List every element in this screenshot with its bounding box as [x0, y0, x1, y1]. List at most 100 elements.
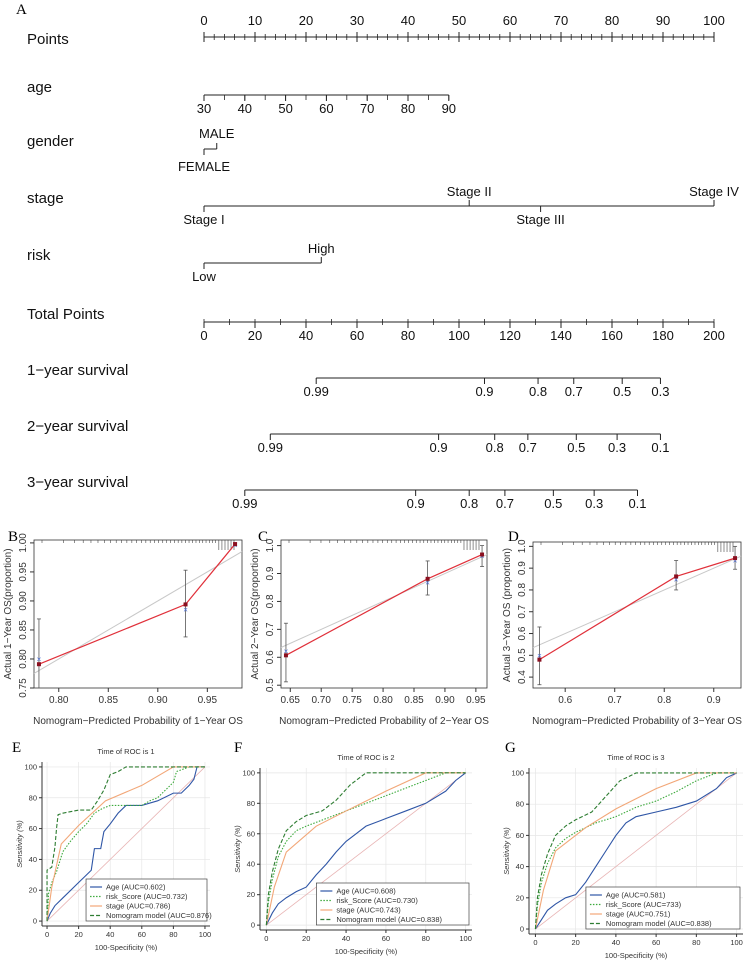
x-tick-label: 0.65: [281, 695, 301, 706]
roc-title: Time of ROC is 1: [97, 747, 154, 756]
tick-label: 50: [278, 101, 292, 116]
x-tick-label: 0.90: [435, 695, 455, 706]
x-tick-label: 20: [74, 930, 82, 939]
bias-corrected-point: ×: [37, 655, 42, 664]
calibration-plots: 0.80 0.85 0.90 0.95 0.75 0.80 0.85 0.90 0.95 1.00…: [3, 533, 742, 727]
tick-label: 0.9: [430, 440, 448, 455]
roc-curve-age: [534, 772, 737, 930]
tick-label: 200: [703, 328, 725, 343]
tick-label: 90: [442, 101, 456, 116]
nomogram: Points 0 10 20 30 40 50 60 70 80 90 100 age 30 40 50 60 7…: [27, 13, 739, 511]
x-tick-label: 100: [459, 934, 472, 943]
legend: Age (AUC=0.602)risk_Score (AUC=0.732)sta…: [85, 878, 212, 922]
x-tick-label: 100: [730, 938, 743, 947]
y-tick-label: 80: [247, 799, 255, 808]
y-tick-label: 20: [29, 886, 37, 895]
y-tick-label: 0: [251, 921, 255, 930]
x-tick-label: 0.6: [558, 695, 572, 706]
y-tick-label: 0.9: [517, 561, 528, 575]
x-tick-label: 0.95: [198, 695, 218, 706]
x-tick-label: 40: [342, 934, 350, 943]
y-tick-label: 0.4: [517, 670, 528, 684]
y-axis-label: Sensitivity (%): [15, 820, 24, 868]
panel-letter-c: C: [258, 529, 268, 545]
tick-label: 0.5: [544, 496, 562, 511]
y-tick-label: 60: [247, 829, 255, 838]
x-tick-label: 60: [138, 930, 146, 939]
y-axis-label: Actual 2−Year OS(proportion): [250, 548, 261, 679]
x-axis-label: Nomogram−Predicted Probability of 1−Year…: [33, 716, 243, 727]
bias-corrected-point: ×: [674, 575, 679, 584]
tick-label: 100: [703, 13, 725, 28]
y-tick-label: 40: [247, 860, 255, 869]
y-tick-label: 1.00: [18, 533, 29, 553]
y-tick-label: 20: [516, 893, 524, 902]
plot-frame: [33, 539, 243, 689]
legend-entry: stage (AUC=0.751): [606, 910, 671, 919]
plot-frame: [280, 539, 488, 689]
nomogram-row: 2−year survival 0.99 0.9 0.8 0.7 0.5 0.3 0.1: [27, 418, 669, 455]
y-tick-label: 0.9: [265, 566, 276, 580]
x-tick-label: 0.95: [466, 695, 486, 706]
y-tick-label: 0.85: [18, 620, 29, 640]
tick-label: 0.1: [628, 496, 646, 511]
bias-corrected-point: ×: [537, 651, 542, 660]
roc-curve-stage: [46, 766, 205, 922]
y-tick-label: 0.90: [18, 591, 29, 611]
tick-label: 90: [656, 13, 670, 28]
bias-corrected-point: ×: [480, 552, 485, 561]
x-tick-label: 0.80: [373, 695, 393, 706]
x-tick-label: 20: [571, 938, 579, 947]
tick-label: 0: [200, 328, 207, 343]
tick-label: 50: [452, 13, 466, 28]
x-tick-label: 0.75: [342, 695, 362, 706]
y-axis-label: Sensitivity (%): [233, 825, 242, 873]
y-tick-label: 0.80: [18, 649, 29, 669]
y-axis-label: Sensitivity (%): [502, 827, 511, 875]
x-axis-label: Nomogram−Predicted Probability of 2−Year…: [279, 716, 489, 727]
x-tick-label: 0: [45, 930, 49, 939]
roc-plots: Time of ROC is 1 0 20 40 60 80 100 0 20 40 60 80 100…: [15, 747, 743, 960]
y-tick-label: 100: [24, 762, 37, 771]
tick-label: 0.7: [519, 440, 537, 455]
y-axis-label: Actual 1−Year OS(proportion): [3, 548, 14, 679]
tick-label: 0.8: [529, 384, 547, 399]
panel-letter-d: D: [508, 529, 519, 545]
x-axis-label: 100-Specificity (%): [335, 947, 398, 956]
calibration-plot-c: 0.65 0.70 0.75 0.80 0.85 0.90 0.95 0.5 0.6 0.7 0.8…: [250, 538, 489, 727]
tick-label: 30: [350, 13, 364, 28]
tick-label: High: [308, 241, 335, 256]
legend: Age (AUC=0.581)risk_Score (AUC=733)stage…: [585, 886, 741, 930]
tick-label: Stage IV: [689, 184, 739, 199]
tick-label: 0.3: [585, 496, 603, 511]
y-tick-label: 0.7: [265, 622, 276, 636]
tick-label: 0.99: [232, 496, 257, 511]
legend-box: [85, 878, 208, 922]
observed-point: [674, 574, 679, 579]
observed-point: [36, 662, 41, 667]
legend-entry: Nomogram model (AUC=0.838): [606, 919, 712, 928]
y-tick-label: 40: [516, 862, 524, 871]
tick-label: 80: [401, 101, 415, 116]
y-tick-label: 0.95: [18, 562, 29, 582]
tick-label: 0.9: [407, 496, 425, 511]
row-label: Points: [27, 31, 69, 48]
x-tick-label: 0.85: [99, 695, 119, 706]
tick-label: Stage I: [183, 212, 224, 227]
tick-label: 40: [238, 101, 252, 116]
nomogram-row: risk High Low: [27, 241, 335, 284]
calibration-plot-d: 0.6 0.7 0.8 0.9 0.4 0.5 0.6 0.7 0.8 0.9 1.0 Nomogra…: [502, 539, 742, 727]
roc-curve-nomogram: [46, 766, 205, 922]
roc-title: Time of ROC is 3: [607, 753, 664, 762]
tick-label: 0.3: [608, 440, 626, 455]
roc-curve-risk-score: [534, 772, 737, 930]
tick-label: 0.99: [258, 440, 283, 455]
legend-entry: stage (AUC=0.786): [106, 902, 171, 911]
y-tick-label: 60: [516, 831, 524, 840]
tick-label: 80: [401, 328, 415, 343]
tick-label: 100: [448, 328, 470, 343]
legend: Age (AUC=0.608)risk_Score (AUC=0.730)sta…: [316, 882, 470, 926]
tick-label: Stage II: [447, 184, 492, 199]
y-tick-label: 0.6: [265, 650, 276, 664]
